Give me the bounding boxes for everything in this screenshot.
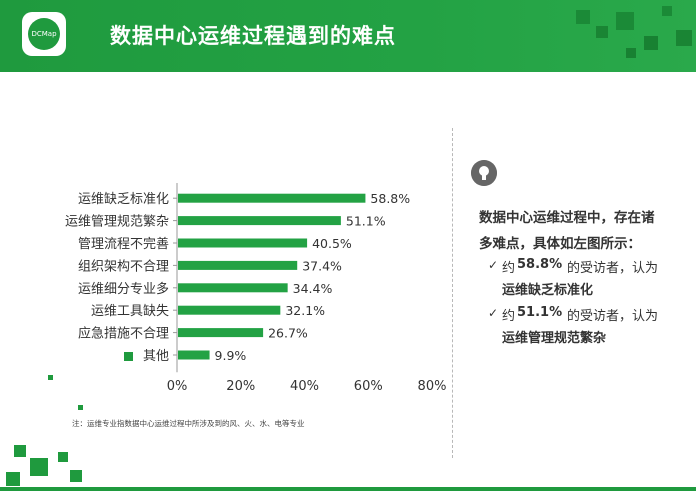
category-label: 运维细分专业多 [78,281,169,297]
x-tick-label: 20% [226,379,255,394]
category-label: 运维管理规范繁杂 [65,214,169,230]
finding-2-suffix: 的受访者，认为 [567,309,659,324]
deco-square [14,445,26,457]
bar [178,260,298,270]
finding-2-value: 51.1% [517,305,563,320]
finding-1-value: 58.8% [517,257,563,272]
footer-bar [0,487,696,491]
check-icon: ✓ [488,306,499,320]
value-label: 34.4% [293,281,333,296]
bar [178,238,308,248]
value-label: 26.7% [268,326,308,341]
bar [178,305,281,315]
deco-square [48,375,53,380]
deco-square [6,472,20,486]
panel-intro-line1: 数据中心运维过程中，存在诸 [479,210,655,226]
x-tick-label: 40% [290,379,319,394]
header-banner: DCMap 数据中心运维过程遇到的难点 [0,0,696,72]
value-label: 32.1% [285,303,325,318]
deco-square [124,352,133,361]
bar [178,193,366,203]
panel-intro-line2: 多难点，具体如左图所示： [479,236,641,252]
finding-1-topic: 运维缺乏标准化 [502,283,594,298]
category-label: 运维工具缺失 [91,304,169,319]
head-idea-icon [471,160,497,186]
category-label: 应急措施不合理 [78,326,169,342]
value-label: 9.9% [215,348,247,363]
x-tick-label: 80% [418,379,447,394]
page-title: 数据中心运维过程遇到的难点 [110,24,396,48]
category-label: 其他 [143,349,169,364]
value-label: 40.5% [312,236,352,251]
dcmap-logo: DCMap [22,12,66,56]
deco-square [30,458,48,476]
value-label: 51.1% [346,214,386,229]
category-label: 管理流程不完善 [78,236,169,252]
finding-1-prefix: 约 [502,261,516,276]
finding-1-suffix: 的受访者，认为 [567,261,659,276]
category-label: 运维缺乏标准化 [78,192,169,207]
value-label: 37.4% [302,258,342,273]
deco-square [70,470,82,482]
deco-square [78,405,83,410]
finding-2-prefix: 约 [502,309,516,324]
category-label: 组织架构不合理 [78,259,169,274]
pixel-decoration [576,6,692,58]
bar [178,216,341,226]
footnote: 注：运维专业指数据中心运维过程中所涉及到的风、火、水、电等专业 [72,419,305,428]
x-tick-label: 60% [354,379,383,394]
value-label: 58.8% [370,191,410,206]
bar [178,328,264,338]
finding-2-topic: 运维管理规范繁杂 [502,331,607,346]
divider [452,128,453,458]
logo-text: DCMap [28,18,60,50]
deco-square [58,452,68,462]
bar [178,283,288,293]
x-tick-label: 0% [167,379,188,394]
bar [178,350,210,360]
check-icon: ✓ [488,258,499,272]
